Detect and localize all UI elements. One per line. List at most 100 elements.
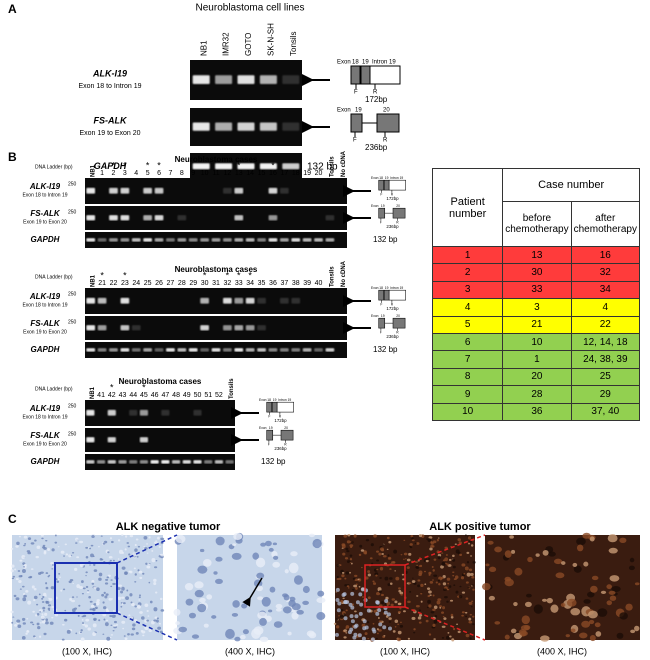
cell — [375, 637, 378, 640]
cell — [92, 632, 97, 637]
cell — [464, 534, 467, 537]
gel-band — [154, 187, 164, 194]
cell — [129, 593, 133, 597]
cell — [354, 574, 358, 577]
gel-band — [192, 122, 210, 131]
stroma — [337, 601, 342, 606]
cell — [134, 573, 137, 576]
cell — [252, 552, 260, 560]
gel-band — [86, 297, 96, 304]
cell — [18, 535, 21, 538]
cell — [135, 538, 139, 541]
cell — [587, 591, 595, 598]
cell — [360, 549, 365, 552]
cell — [352, 577, 356, 580]
cell — [444, 595, 448, 599]
label: 19 — [355, 108, 362, 114]
cell — [76, 556, 80, 559]
label: Exon — [337, 108, 351, 114]
cell — [509, 535, 514, 539]
cell — [26, 630, 30, 633]
cell — [121, 533, 124, 537]
cell — [231, 552, 242, 560]
cell — [428, 590, 432, 594]
table-cell: 29 — [570, 385, 641, 404]
label: Exon — [371, 204, 379, 208]
cell — [390, 603, 394, 607]
gel-band — [204, 460, 213, 464]
table-cell: 3 — [431, 280, 504, 300]
cell — [69, 597, 73, 601]
cell — [109, 559, 112, 562]
cell — [85, 556, 89, 559]
lane-label: 38 — [292, 280, 300, 287]
table-cell: 1 — [431, 245, 504, 265]
cell — [399, 624, 404, 628]
gel-band — [129, 460, 138, 464]
label: Neuroblastoma cell lines — [196, 3, 305, 14]
cell — [128, 570, 131, 573]
lane-label: 51 — [204, 392, 212, 399]
gel — [85, 428, 235, 452]
cell — [469, 613, 473, 616]
cell — [43, 592, 47, 597]
cell — [387, 583, 391, 587]
gel-band — [161, 409, 170, 416]
gel — [85, 400, 235, 426]
cell — [388, 540, 392, 544]
cell — [80, 637, 85, 642]
gel-band — [97, 325, 107, 331]
row-label: GAPDH — [94, 161, 127, 171]
cell — [425, 559, 429, 563]
cell — [257, 596, 264, 601]
label: 19 — [381, 204, 385, 208]
cell — [38, 635, 42, 638]
cell — [428, 571, 432, 575]
cell — [446, 577, 451, 581]
cell — [442, 616, 445, 618]
cell — [203, 623, 209, 628]
cell — [519, 630, 528, 637]
cell — [29, 575, 33, 579]
cell — [338, 577, 342, 580]
cell — [346, 540, 351, 544]
cell — [341, 544, 346, 549]
stroma — [375, 611, 380, 616]
cell — [468, 542, 471, 545]
caption: (400 X, IHC) — [225, 646, 275, 656]
cell — [425, 619, 429, 623]
label: 19 — [362, 60, 369, 66]
cell — [139, 594, 141, 597]
cell — [92, 607, 96, 612]
header: before chemotherapy — [502, 201, 572, 247]
cell — [175, 621, 180, 626]
cell — [343, 534, 348, 538]
cell — [468, 540, 473, 543]
cell — [255, 557, 266, 568]
cell — [121, 586, 125, 591]
cell — [64, 543, 68, 546]
gel-band — [223, 297, 232, 304]
label: 236bp — [386, 334, 399, 339]
cell — [234, 636, 241, 642]
label: 19 — [385, 176, 389, 180]
cell — [19, 588, 22, 590]
cell — [469, 637, 472, 640]
header: Patient number — [431, 168, 504, 247]
cell — [112, 582, 116, 586]
cell — [155, 540, 158, 542]
table-cell: 33 — [502, 280, 572, 300]
cell — [452, 627, 456, 631]
cell — [433, 574, 438, 577]
cell — [504, 578, 514, 587]
caption: (400 X, IHC) — [537, 646, 587, 656]
cell — [409, 590, 412, 593]
cell — [450, 613, 454, 617]
cell — [24, 542, 27, 545]
cell — [65, 553, 69, 556]
cell — [441, 611, 445, 614]
lane-label: IMR32 — [222, 32, 231, 56]
cell — [160, 553, 162, 556]
label: Exon — [371, 286, 379, 290]
